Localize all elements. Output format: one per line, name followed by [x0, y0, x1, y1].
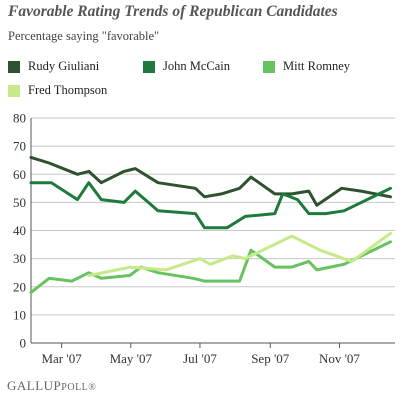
y-tick-label: 30 [13, 251, 26, 266]
legend-item-3: Fred Thompson [8, 83, 107, 98]
legend-item-0: Rudy Giuliani [8, 59, 99, 74]
legend-swatch-2 [263, 60, 275, 73]
legend-item-2: Mitt Romney [263, 59, 350, 74]
x-tick-label: Mar '07 [41, 351, 82, 366]
chart-subtitle: Percentage saying "favorable" [8, 29, 160, 43]
x-tick-label: Jul '07 [183, 351, 217, 366]
legend-item-1: John McCain [143, 59, 230, 74]
footer-brand-suffix: POLL [61, 382, 89, 393]
footer-brand: GALLUP [7, 378, 62, 393]
footer-trademark: ® [88, 382, 97, 393]
x-tick-label: Nov '07 [319, 351, 360, 366]
axis-layer: 0 10 20 30 40 50 60 70 80 Mar '07 May '07 Jul '07 Se… [13, 111, 395, 366]
y-tick-label: 70 [13, 139, 26, 154]
y-tick-label: 80 [13, 111, 26, 126]
legend-swatch-1 [143, 60, 155, 73]
y-tick-label: 50 [13, 195, 26, 210]
series-layer [29, 155, 392, 294]
legend-swatch-0 [8, 60, 20, 73]
series-line-john-mccain [29, 181, 392, 230]
legend-label-3: Fred Thompson [28, 83, 108, 97]
grid-layer [31, 117, 395, 316]
chart-title: Favorable Rating Trends of Republican Ca… [8, 3, 338, 20]
y-tick-label: 0 [20, 336, 27, 351]
series-line-mitt-romney [29, 240, 392, 294]
y-tick-label: 40 [13, 223, 26, 238]
legend-label-0: Rudy Giuliani [28, 59, 100, 73]
legend-swatch-3 [8, 84, 20, 97]
y-tick-label: 20 [13, 279, 26, 294]
y-tick-label: 10 [13, 307, 26, 322]
y-tick-label: 60 [13, 167, 26, 182]
gallup-poll-logo: GALLUPPOLL® [7, 378, 96, 394]
x-tick-label: May '07 [110, 351, 153, 366]
series-line-fred-thompson [87, 231, 392, 277]
series-line-rudy-giuliani [29, 155, 392, 207]
legend-label-2: Mitt Romney [283, 59, 351, 73]
x-tick-label: Sep '07 [251, 351, 290, 366]
legend-label-1: John McCain [163, 59, 231, 73]
